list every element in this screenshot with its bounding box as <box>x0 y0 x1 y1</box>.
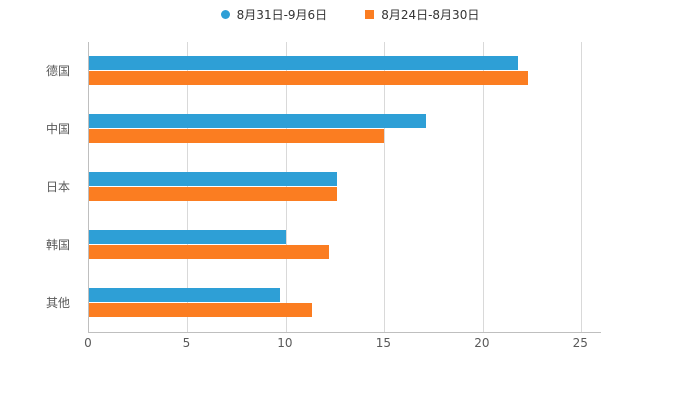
series1-circle-marker-icon <box>220 10 230 19</box>
x-tick-label: 25 <box>572 336 588 350</box>
bar-韩国-series2 <box>89 245 330 259</box>
legend-item-series1[interactable]: 8月31日-9月6日 <box>220 6 328 23</box>
legend-label-series2: 8月24日-8月30日 <box>381 8 480 22</box>
x-axis-labels: 0 5 10 15 20 25 <box>84 336 600 356</box>
bar-中国-series1 <box>89 114 426 128</box>
x-tick-label: 15 <box>375 336 392 350</box>
bar-其他-series1 <box>89 288 280 302</box>
bar-韩国-series1 <box>89 230 286 244</box>
category-label: 韩国 <box>45 238 70 252</box>
series2-square-marker-icon <box>365 10 375 19</box>
gridline <box>581 42 583 332</box>
bar-德国-series1 <box>89 56 519 70</box>
category-label: 日本 <box>45 180 70 194</box>
legend-label-series1: 8月31日-9月6日 <box>236 8 328 22</box>
bar-其他-series2 <box>89 303 312 317</box>
category-label: 其他 <box>45 296 70 310</box>
category-label: 德国 <box>45 64 70 78</box>
legend: 8月31日-9月6日 8月24日-8月30日 <box>0 6 700 23</box>
y-axis-labels: 德国中国日本韩国其他 <box>0 42 80 332</box>
gridline <box>482 42 484 332</box>
bar-日本-series2 <box>89 187 338 201</box>
gridline <box>384 42 386 332</box>
bar-中国-series2 <box>89 129 385 143</box>
x-tick-label: 5 <box>182 336 191 350</box>
x-tick-label: 0 <box>84 336 92 350</box>
bar-德国-series2 <box>89 71 529 85</box>
plot-area <box>88 42 601 333</box>
x-tick-label: 10 <box>277 336 293 350</box>
bar-日本-series1 <box>89 172 338 186</box>
category-label: 中国 <box>45 122 70 136</box>
legend-item-series2[interactable]: 8月24日-8月30日 <box>365 6 479 23</box>
x-tick-label: 20 <box>474 336 490 350</box>
